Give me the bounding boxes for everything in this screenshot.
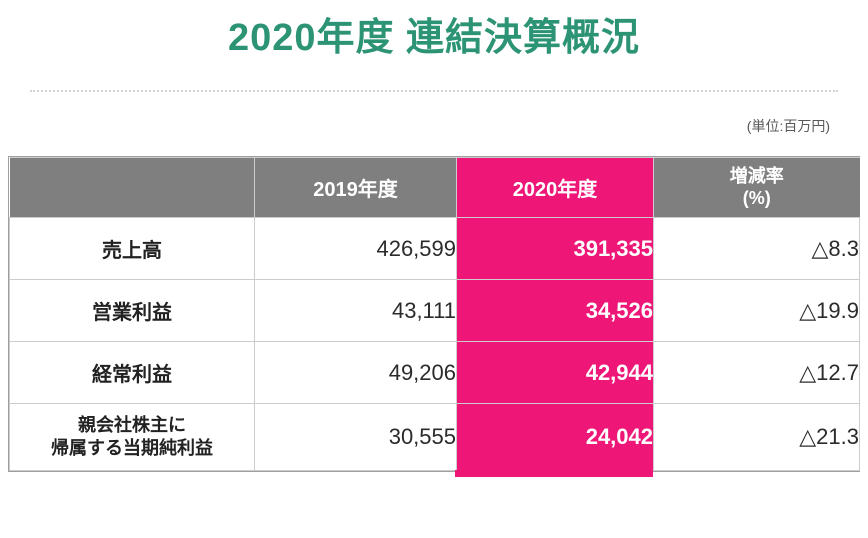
financial-results-table: 2019年度 2020年度 増減率 (%) 売上高 426,599 391,33… <box>9 157 860 472</box>
results-table-frame: 2019年度 2020年度 増減率 (%) 売上高 426,599 391,33… <box>8 156 860 478</box>
highlight-column-overhang <box>455 470 653 478</box>
change-rate-value: △19.9 <box>653 279 860 343</box>
fy2019-value: 43,111 <box>254 279 457 343</box>
table-row-operating-income: 営業利益 43,111 34,526 △19.9 <box>9 279 860 343</box>
fy2019-value: 30,555 <box>254 403 457 472</box>
row-label-line2: 帰属する当期純利益 <box>51 438 213 459</box>
header-row: 2019年度 2020年度 増減率 (%) <box>9 157 860 219</box>
header-change-rate: 増減率 (%) <box>653 157 860 219</box>
fy2019-value: 49,206 <box>254 341 457 405</box>
row-label: 親会社株主に 帰属する当期純利益 <box>9 403 255 472</box>
change-rate-value: △21.3 <box>653 403 860 472</box>
change-rate-value: △12.7 <box>653 341 860 405</box>
table-row-net-sales: 売上高 426,599 391,335 △8.3 <box>9 217 860 281</box>
change-rate-value: △8.3 <box>653 217 860 281</box>
fy2020-value: 42,944 <box>456 341 654 405</box>
dotted-divider <box>30 89 838 92</box>
row-label: 売上高 <box>9 217 255 281</box>
table-row-net-income: 親会社株主に 帰属する当期純利益 30,555 24,042 △21.3 <box>9 403 860 472</box>
fy2020-value: 391,335 <box>456 217 654 281</box>
page-title: 2020年度 連結決算概況 <box>227 17 641 59</box>
header-fy2019: 2019年度 <box>254 157 457 219</box>
fy2020-value: 34,526 <box>456 279 654 343</box>
row-label-line1: 親会社株主に <box>78 415 186 435</box>
header-change-line2: (%) <box>742 187 771 208</box>
table-row-ordinary-income: 経常利益 49,206 42,944 △12.7 <box>9 341 860 405</box>
header-change-line1: 増減率 <box>729 165 784 186</box>
unit-note: (単位:百万円) <box>746 117 830 134</box>
header-blank-cell <box>9 157 255 219</box>
row-label: 営業利益 <box>9 279 255 343</box>
row-label: 経常利益 <box>9 341 255 405</box>
header-fy2020: 2020年度 <box>456 157 654 219</box>
fy2019-value: 426,599 <box>254 217 457 281</box>
fy2020-value: 24,042 <box>456 403 654 472</box>
